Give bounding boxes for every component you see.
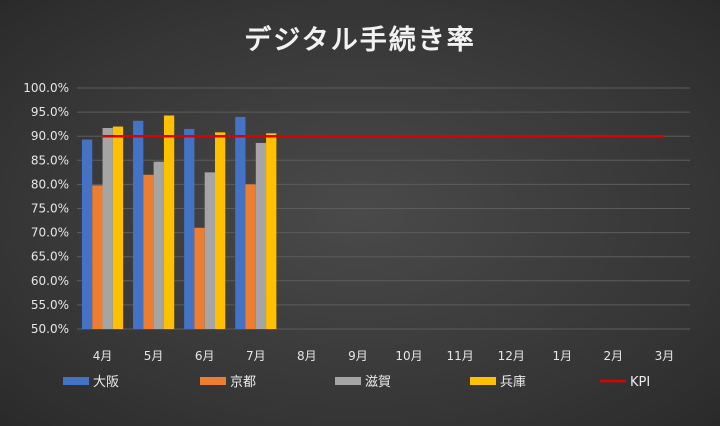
bar-滋賀 [255,142,267,329]
x-tick-label: 3月 [655,349,675,363]
legend-swatch-兵庫 [470,377,496,385]
x-tick-label: 12月 [498,349,525,363]
x-tick-label: 2月 [604,349,624,363]
bar-兵庫 [266,133,277,329]
y-tick-label: 75.0% [31,202,69,216]
legend-label: 大阪 [93,375,119,390]
bar-兵庫 [163,115,175,329]
x-tick-label: 9月 [348,349,368,363]
bar-京都 [245,184,256,329]
y-tick-label: 55.0% [31,298,69,312]
y-tick-label: 85.0% [31,153,69,167]
y-tick-label: 60.0% [31,274,69,288]
x-tick-label: 5月 [144,349,164,363]
bar-滋賀 [102,128,113,329]
bar-兵庫 [112,126,124,329]
x-tick-label: 10月 [395,349,422,363]
y-tick-label: 90.0% [31,129,69,143]
bar-大阪 [184,128,195,329]
bar-滋賀 [153,161,164,329]
x-tick-label: 6月 [195,349,215,363]
bar-大阪 [133,120,144,329]
bar-京都 [92,185,103,329]
legend-swatch-京都 [200,377,226,385]
bar-京都 [194,227,205,329]
y-tick-label: 100.0% [23,81,69,95]
x-tick-label: 7月 [246,349,266,363]
bar-兵庫 [215,132,226,329]
bar-大阪 [81,139,93,329]
bar-大阪 [235,116,246,329]
y-tick-label: 65.0% [31,250,69,264]
legend-label: 滋賀 [365,375,391,390]
legend-label: KPI [630,375,650,390]
legend-label: 京都 [230,375,256,390]
y-tick-label: 50.0% [31,322,69,336]
x-tick-label: 11月 [446,349,473,363]
bar-京都 [143,174,154,329]
legend-swatch-滋賀 [335,377,361,385]
y-tick-label: 80.0% [31,177,69,191]
chart-title: デジタル手続き率 [244,25,476,56]
bar-滋賀 [204,172,216,329]
y-tick-label: 95.0% [31,105,69,119]
x-tick-label: 8月 [297,349,317,363]
x-tick-label: 1月 [552,349,572,363]
y-tick-label: 70.0% [31,226,69,240]
x-tick-label: 4月 [93,349,113,363]
legend-label: 兵庫 [500,375,526,390]
legend-swatch-大阪 [63,377,89,385]
